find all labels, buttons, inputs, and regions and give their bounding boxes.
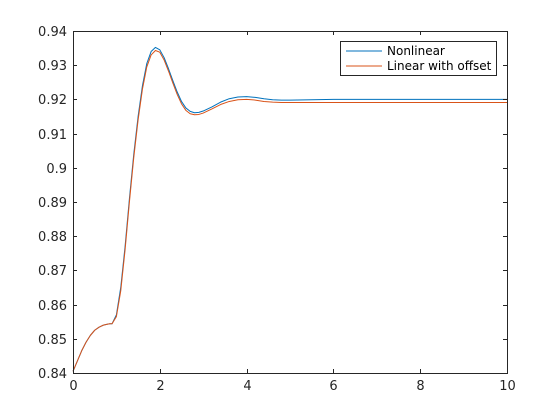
y-tick-label: 0.86 <box>38 299 67 314</box>
plot-frame <box>73 31 508 374</box>
x-tick-label: 4 <box>243 379 251 394</box>
x-tick-label: 0 <box>69 379 77 394</box>
y-tick-label: 0.89 <box>38 196 67 211</box>
x-tick-label: 2 <box>156 379 164 394</box>
series-line-nonlinear <box>72 46 507 372</box>
y-tick-label: 0.84 <box>38 367 67 382</box>
x-tick-label: 8 <box>416 379 424 394</box>
y-tick-label: 0.85 <box>38 333 67 348</box>
y-tick-label: 0.91 <box>38 128 67 143</box>
y-tick-label: 0.93 <box>38 59 67 74</box>
legend-label-linear-with-offset: Linear with offset <box>387 59 492 73</box>
legend-box <box>340 41 497 76</box>
y-tick-label: 0.92 <box>38 93 67 108</box>
y-tick-label: 0.9 <box>46 162 67 177</box>
y-tick-label: 0.87 <box>38 264 67 279</box>
legend-label-nonlinear: Nonlinear <box>387 44 445 58</box>
x-axis: 0 2 4 6 8 10 <box>69 31 516 394</box>
series-layer <box>72 46 507 372</box>
x-tick-label: 10 <box>499 379 516 394</box>
series-line-linear-with-offset <box>72 49 507 372</box>
y-tick-label: 0.94 <box>38 25 67 40</box>
x-tick-label: 6 <box>329 379 337 394</box>
y-axis: 0.84 0.85 0.86 0.87 0.88 0.89 0.9 0.91 0.92 0.93 0… <box>38 25 507 382</box>
y-tick-label: 0.88 <box>38 230 67 245</box>
